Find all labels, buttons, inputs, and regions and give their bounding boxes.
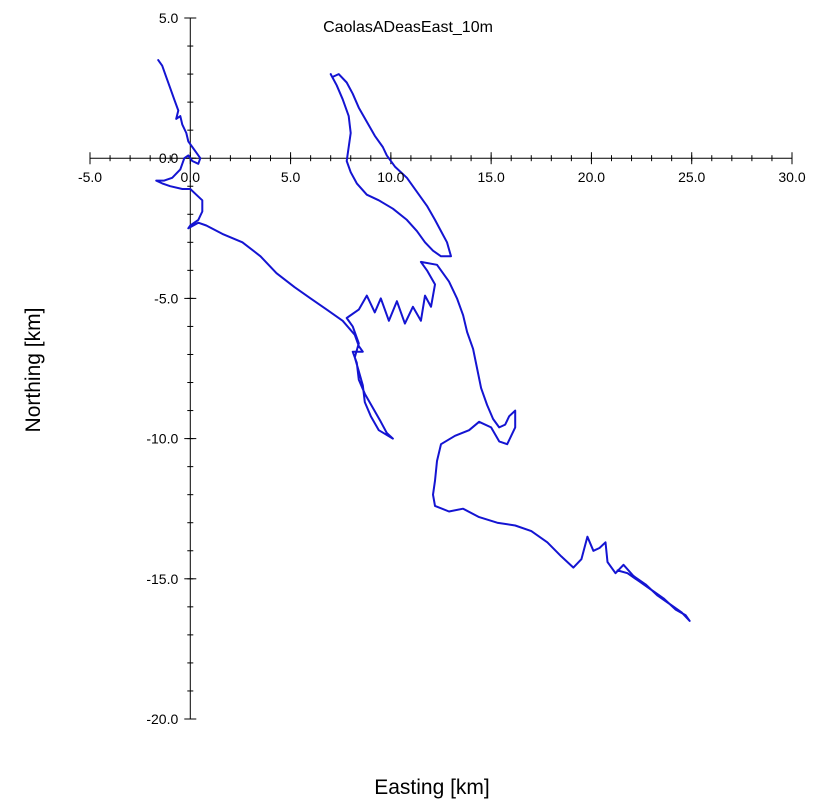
y-tick-label: 0.0 xyxy=(159,150,179,166)
y-tick-label: -20.0 xyxy=(146,711,178,727)
y-axis-label: Northing [km] xyxy=(22,308,45,433)
x-tick-label: 5.0 xyxy=(281,169,301,185)
x-tick-label: 10.0 xyxy=(377,169,404,185)
tick-labels: -5.0 0.0 5.0 10.0 15.0 20.0 25.0 30.0 5.0 0.0 -5.0… xyxy=(78,10,806,727)
x-tick-label: 15.0 xyxy=(478,169,505,185)
y-tick-label: -15.0 xyxy=(146,571,178,587)
track-series xyxy=(155,59,691,622)
chart-title: CaolasADeasEast_10m xyxy=(323,19,493,36)
x-tick-label: 0.0 xyxy=(181,169,201,185)
axes xyxy=(89,17,793,720)
track-line-1 xyxy=(155,59,691,622)
track-line-2 xyxy=(329,73,452,258)
x-tick-label: 20.0 xyxy=(578,169,605,185)
x-axis-label: Easting [km] xyxy=(374,776,490,799)
x-tick-label: -5.0 xyxy=(78,169,102,185)
y-tick-label: -10.0 xyxy=(146,431,178,447)
y-tick-label: 5.0 xyxy=(159,10,179,26)
y-tick-label: -5.0 xyxy=(154,290,178,306)
x-tick-label: 30.0 xyxy=(778,169,805,185)
x-tick-label: 25.0 xyxy=(678,169,705,185)
